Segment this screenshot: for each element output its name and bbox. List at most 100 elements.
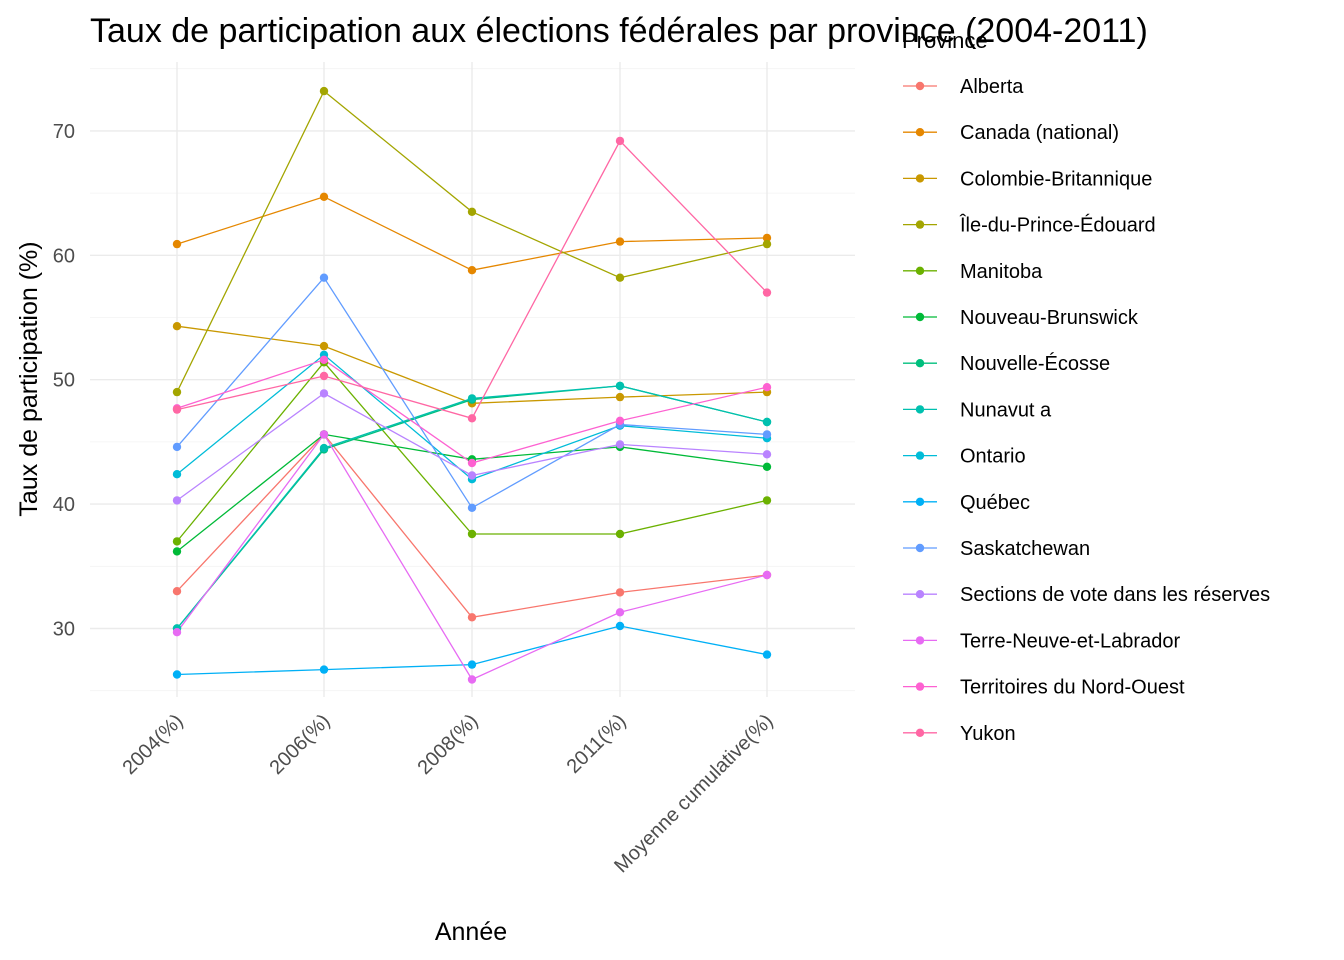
y-tick-label: 30 xyxy=(53,619,75,641)
legend-key-point xyxy=(915,636,925,645)
legend-label: Territoires du Nord-Ouest xyxy=(960,677,1185,699)
x-axis-tick-labels: 2004(%) 2006(%) 2008(%) 2011(%)Moyenne cumu… xyxy=(119,710,778,877)
data-point xyxy=(615,136,625,146)
data-point xyxy=(172,405,182,414)
data-point xyxy=(172,547,182,556)
legend-label: Yukon xyxy=(960,723,1016,745)
data-point xyxy=(172,670,182,679)
x-tick-label: Moyenne cumulative(%) xyxy=(610,710,777,877)
data-point xyxy=(319,86,329,96)
data-point xyxy=(172,239,182,249)
data-point xyxy=(172,322,182,331)
legend-item: Nunavut a xyxy=(903,399,1052,421)
legend-item: Terre-Neuve-et-Labrador xyxy=(903,630,1180,652)
data-point xyxy=(467,675,477,684)
data-point xyxy=(615,529,625,539)
legend-item: Ontario xyxy=(903,446,1026,468)
chart-title: Taux de participation aux élections fédé… xyxy=(90,12,1148,50)
x-tick-label: 2008(%) xyxy=(414,710,483,779)
legend-label: Ontario xyxy=(960,446,1026,468)
data-point xyxy=(172,496,182,505)
y-axis-tick-labels: 30 40 50 60 70 xyxy=(53,121,75,641)
data-point xyxy=(762,462,772,471)
legend-key-point xyxy=(915,543,925,553)
y-tick-label: 60 xyxy=(53,245,75,267)
legend-item: Île-du-Prince-Édouard xyxy=(903,214,1156,237)
legend-item: Nouveau-Brunswick xyxy=(903,307,1139,329)
data-point xyxy=(615,381,625,391)
legend-label: Nouvelle-Écosse xyxy=(960,352,1110,375)
legend-key-point xyxy=(915,590,925,599)
legend-key-point xyxy=(915,682,925,691)
data-point xyxy=(319,371,329,381)
legend-label: Nunavut a xyxy=(960,399,1052,421)
data-point xyxy=(762,570,772,580)
legend-label: Île-du-Prince-Édouard xyxy=(959,214,1156,237)
data-point xyxy=(762,496,772,505)
grid-lines xyxy=(90,62,855,697)
legend-key-point xyxy=(915,728,925,737)
data-point xyxy=(762,417,772,427)
data-point xyxy=(762,383,772,392)
legend-label: Manitoba xyxy=(960,261,1043,283)
legend-item: Canada (national) xyxy=(903,122,1119,144)
legend-key-point xyxy=(915,359,925,368)
y-tick-label: 50 xyxy=(53,370,75,392)
x-axis-title: Année xyxy=(435,918,507,946)
data-point xyxy=(467,266,477,275)
legend-key-point xyxy=(915,81,925,91)
legend-item: Colombie-Britannique xyxy=(903,168,1152,190)
data-point xyxy=(615,608,625,617)
data-point xyxy=(615,440,625,449)
data-point xyxy=(615,588,625,597)
legend-item: Sections de vote dans les réserves xyxy=(903,584,1270,606)
legend-label: Canada (national) xyxy=(960,122,1119,144)
data-point xyxy=(762,650,772,659)
data-point xyxy=(615,621,625,631)
data-point xyxy=(762,430,772,439)
data-point xyxy=(319,389,329,398)
data-point xyxy=(467,503,477,512)
legend: Province Alberta Canada (national) Colombi… xyxy=(902,28,1270,745)
data-point xyxy=(467,414,477,423)
y-tick-label: 70 xyxy=(53,121,75,143)
data-point xyxy=(467,207,477,216)
legend-item: Manitoba xyxy=(903,261,1043,283)
legend-item: Alberta xyxy=(903,76,1024,98)
legend-item: Québec xyxy=(903,492,1030,514)
data-point xyxy=(467,458,477,468)
legend-label: Terre-Neuve-et-Labrador xyxy=(960,630,1180,652)
x-tick-label: 2004(%) xyxy=(119,710,188,779)
legend-key-point xyxy=(915,497,925,506)
data-point xyxy=(172,628,182,637)
legend-key-point xyxy=(915,174,925,183)
y-tick-label: 40 xyxy=(53,494,75,516)
data-point xyxy=(319,341,329,351)
data-point xyxy=(319,192,329,201)
data-point xyxy=(172,470,182,479)
legend-key-point xyxy=(915,220,925,229)
legend-label: Alberta xyxy=(960,76,1024,98)
data-point xyxy=(172,537,182,546)
legend-item: Yukon xyxy=(903,723,1016,745)
data-point xyxy=(615,237,625,246)
data-point xyxy=(615,273,625,282)
data-point xyxy=(319,355,329,364)
data-point xyxy=(762,450,772,459)
data-point xyxy=(319,273,329,282)
legend-label: Colombie-Britannique xyxy=(960,168,1152,190)
legend-item: Saskatchewan xyxy=(903,538,1090,560)
data-point xyxy=(762,239,772,249)
x-tick-label: 2006(%) xyxy=(266,710,335,779)
legend-label: Québec xyxy=(960,492,1030,514)
data-point xyxy=(467,613,477,622)
data-point xyxy=(172,442,182,452)
data-point xyxy=(615,416,625,425)
data-point xyxy=(762,233,772,243)
data-point xyxy=(615,392,625,402)
series-points xyxy=(172,86,772,684)
legend-key-point xyxy=(915,405,925,414)
data-point xyxy=(319,665,329,674)
data-point xyxy=(467,394,477,403)
